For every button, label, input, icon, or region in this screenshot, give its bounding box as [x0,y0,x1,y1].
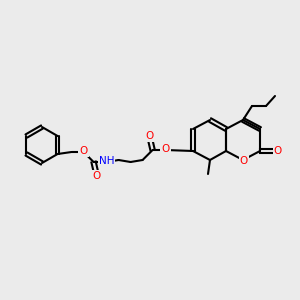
Text: O: O [80,146,88,156]
Text: O: O [146,131,154,141]
Text: O: O [92,171,101,181]
Text: O: O [161,144,170,154]
Text: NH: NH [99,156,114,166]
Text: O: O [274,146,282,156]
Text: O: O [240,156,248,166]
